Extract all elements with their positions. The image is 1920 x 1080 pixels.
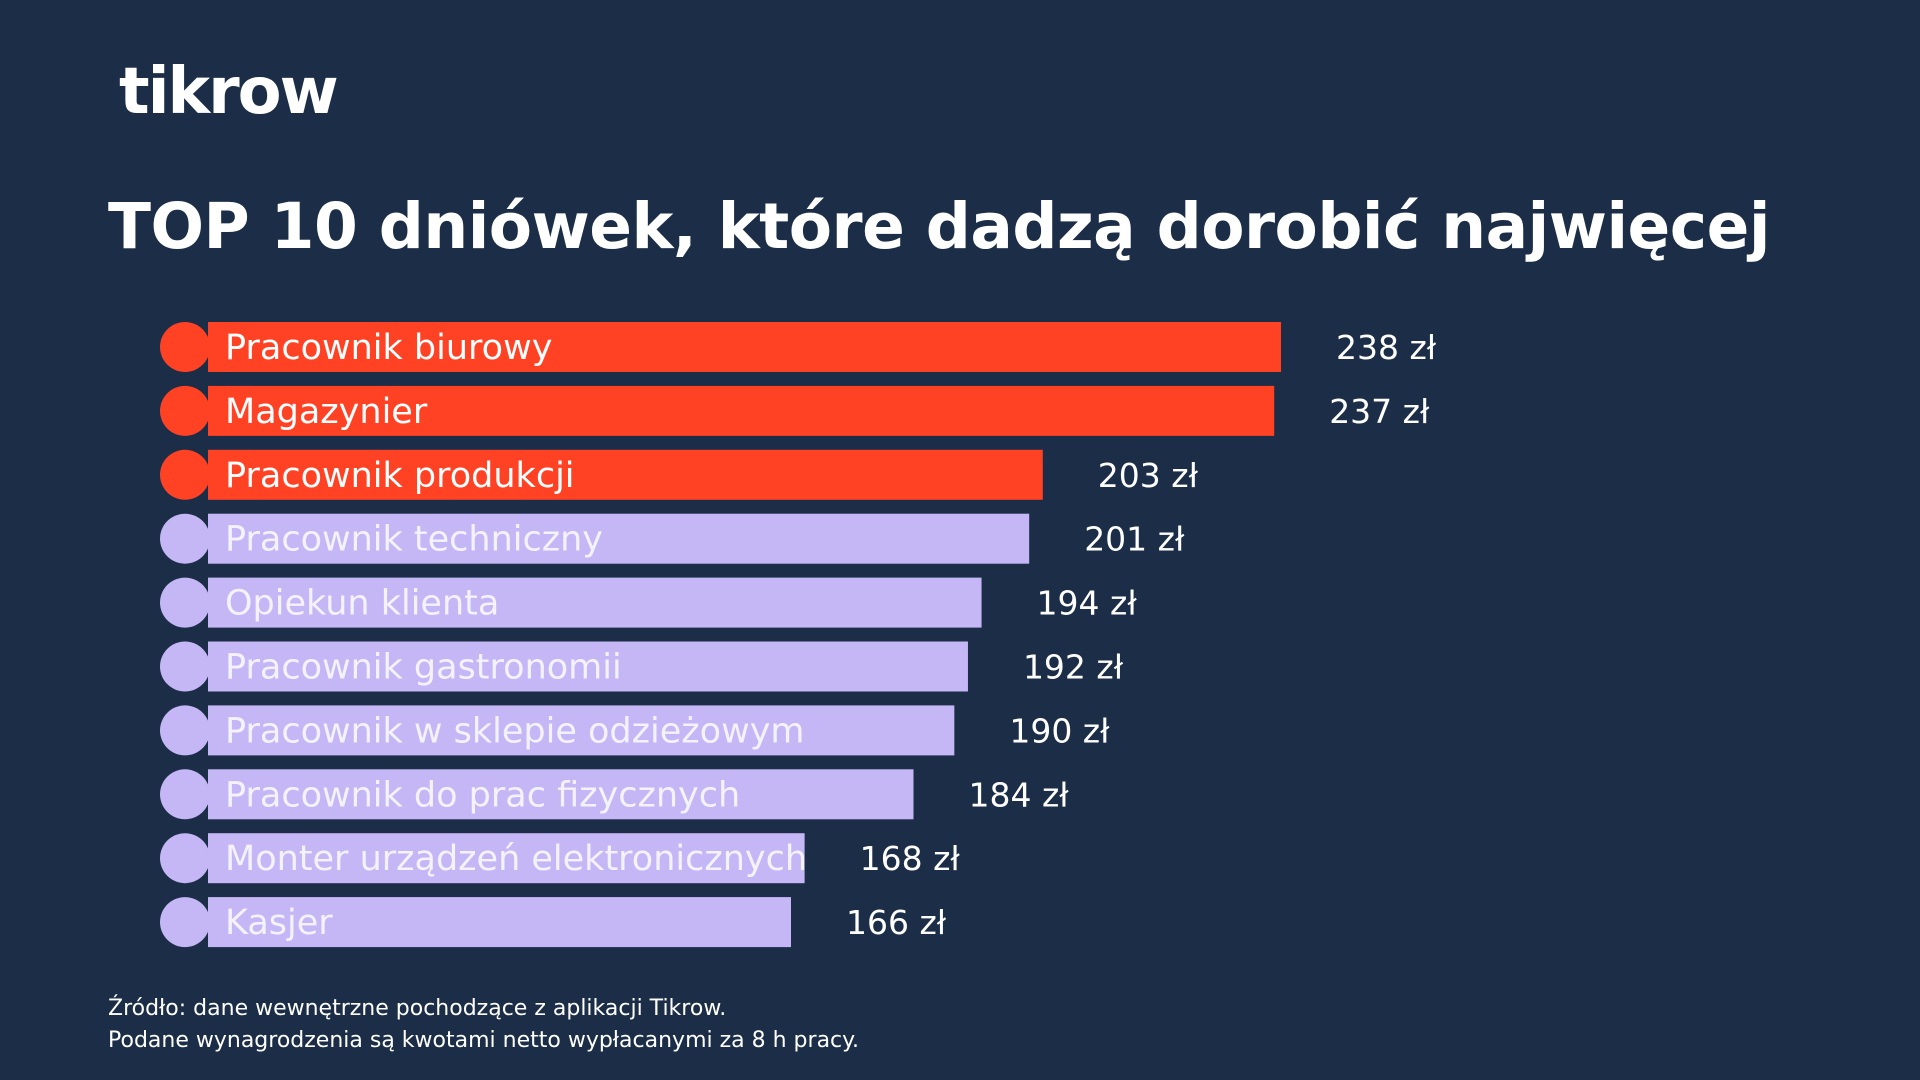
- bar-category-label: Monter urządzeń elektronicznych: [225, 839, 807, 879]
- bar-row-pracownik-do-prac-fizycznych: Pracownik do prac fizycznych 184 zł: [160, 769, 1070, 820]
- chart-title: TOP 10 dniówek, które dadzą dorobić najw…: [108, 190, 1770, 263]
- bar-opiekun-klienta: [208, 577, 982, 628]
- bar-value-label: 203 zł: [1098, 456, 1199, 495]
- bar-category-label: Pracownik w sklepie odzieżowym: [225, 711, 805, 751]
- bar-monter-urzadzen-elektronicznych: [208, 833, 805, 884]
- bar-category-label: Magazynier: [225, 392, 428, 432]
- footnote: Źródło: dane wewnętrzne pochodzące z apl…: [108, 993, 859, 1057]
- bar-marker: [160, 769, 210, 820]
- bar-row-magazynier: Magazynier 237 zł: [160, 385, 1430, 436]
- bar-category-label: Pracownik techniczny: [225, 520, 603, 560]
- bar-category-label: Pracownik biurowy: [225, 328, 552, 368]
- footnote-source: Źródło: dane wewnętrzne pochodzące z apl…: [108, 996, 727, 1021]
- bar-value-label: 166 zł: [846, 903, 947, 942]
- bar-marker: [160, 833, 210, 884]
- bar-row-pracownik-biurowy: Pracownik biurowy 238 zł: [160, 322, 1437, 372]
- bar-pracownik-produkcji: [208, 449, 1043, 500]
- bar-row-kasjer: Kasjer 166 zł: [160, 897, 947, 948]
- bar-row-pracownik-gastronomii: Pracownik gastronomii 192 zł: [160, 641, 1124, 692]
- bar-category-label: Pracownik do prac fizycznych: [225, 775, 740, 815]
- bar-row-monter-urzadzen-elektronicznych: Monter urządzeń elektronicznych 168 zł: [160, 833, 961, 884]
- bar-pracownik-do-prac-fizycznych: [208, 769, 914, 820]
- bar-marker: [160, 385, 210, 436]
- bar-value-label: 192 zł: [1023, 648, 1124, 687]
- bar-row-pracownik-produkcji: Pracownik produkcji 203 zł: [160, 449, 1199, 500]
- bar-marker: [160, 705, 210, 756]
- brand-logo: tikrow: [119, 55, 339, 129]
- bar-value-label: 194 zł: [1037, 584, 1138, 623]
- bar-category-label: Opiekun klienta: [225, 584, 499, 624]
- bar-value-label: 168 zł: [860, 839, 961, 878]
- bar-category-label: Kasjer: [225, 903, 333, 943]
- bar-magazynier: [208, 385, 1275, 436]
- bar-row-pracownik-w-sklepie-odziezowym: Pracownik w sklepie odzieżowym 190 zł: [160, 705, 1110, 756]
- bar-value-label: 237 zł: [1329, 392, 1430, 431]
- bar-pracownik-biurowy: [208, 322, 1281, 372]
- bar-marker: [160, 513, 210, 564]
- bar-kasjer: [208, 897, 791, 948]
- bar-marker: [160, 641, 210, 692]
- footnote-note: Podane wynagrodzenia są kwotami netto wy…: [108, 1028, 860, 1053]
- bar-pracownik-techniczny: [208, 513, 1030, 564]
- bar-row-opiekun-klienta: Opiekun klienta 194 zł: [160, 577, 1138, 628]
- bar-category-label: Pracownik gastronomii: [225, 648, 622, 688]
- bar-value-label: 190 zł: [1009, 711, 1110, 750]
- bar-row-pracownik-techniczny: Pracownik techniczny 201 zł: [160, 513, 1185, 564]
- bar-pracownik-gastronomii: [208, 641, 968, 692]
- bar-value-label: 184 zł: [969, 775, 1070, 814]
- bar-value-label: 201 zł: [1084, 520, 1185, 559]
- bar-pracownik-w-sklepie-odziezowym: [208, 705, 955, 756]
- bar-value-label: 238 zł: [1336, 328, 1437, 367]
- bar-marker: [160, 897, 210, 948]
- bar-marker: [160, 449, 210, 500]
- bar-marker: [160, 577, 210, 628]
- bar-category-label: Pracownik produkcji: [225, 456, 575, 496]
- bar-marker: [160, 322, 210, 372]
